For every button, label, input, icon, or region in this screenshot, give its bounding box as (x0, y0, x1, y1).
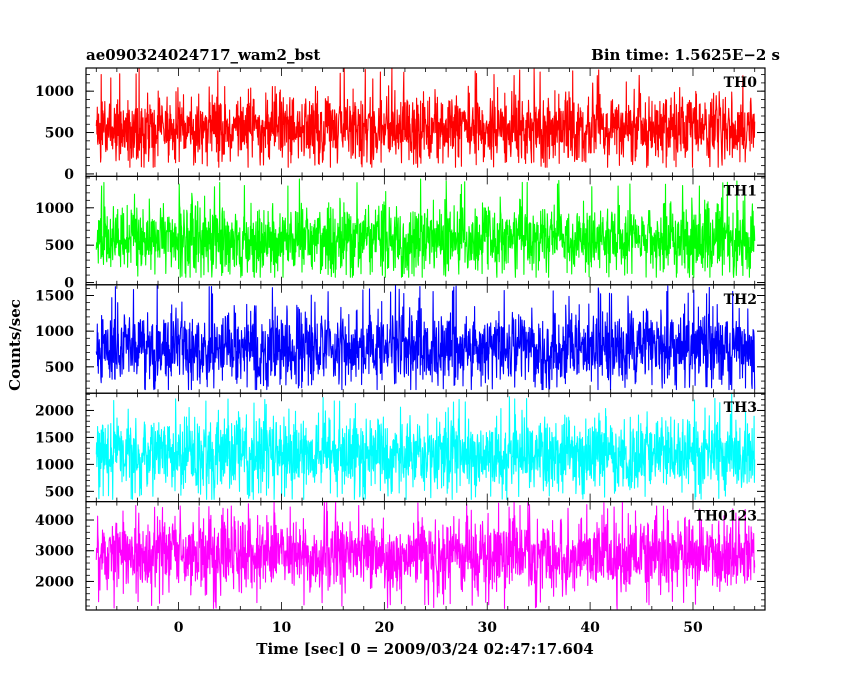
x-tick-label: 10 (272, 620, 292, 636)
y-tick-label: 500 (45, 484, 74, 500)
y-tick-label: 0 (64, 167, 74, 183)
y-tick-label: 4000 (35, 513, 74, 529)
y-tick-label: 0 (64, 276, 74, 292)
panel-th3: 500 1000 1500 2000 TH3 (35, 392, 766, 503)
y-tick-label: 3000 (35, 544, 74, 560)
panel-th1: 0 500 1000 TH1 (35, 175, 766, 292)
chart-title-right: Bin time: 1.5625E−2 s (591, 46, 780, 64)
y-tick-label: 2000 (35, 574, 74, 590)
panel-label: TH0123 (694, 509, 757, 525)
y-axis-label: Counts/sec (6, 299, 24, 391)
y-tick-label: 1000 (35, 324, 74, 340)
y-tick-label: 1000 (35, 201, 74, 217)
y-tick-label: 1000 (35, 84, 74, 100)
panel-th2: 500 1000 1500 TH2 (35, 284, 766, 394)
x-tick-label: 0 (174, 620, 184, 636)
y-tick-label: 1000 (35, 457, 74, 473)
series-line-th0 (95, 67, 756, 168)
series-line-th2 (95, 284, 756, 391)
x-axis-label: Time [sec] 0 = 2009/03/24 02:47:17.604 (256, 640, 593, 658)
panel-label: TH3 (724, 400, 757, 416)
x-tick-label: 50 (683, 620, 703, 636)
series-line-th0123 (95, 501, 756, 610)
y-tick-label: 1500 (35, 430, 74, 446)
x-tick-label: 30 (477, 620, 497, 636)
series-line-th3 (95, 393, 756, 500)
y-tick-label: 2000 (35, 403, 74, 419)
panel-th0: 0 500 1000 TH0 (35, 67, 766, 183)
x-tick-label: 40 (580, 620, 600, 636)
panel-label: TH1 (724, 183, 757, 199)
x-axis: 0 10 20 30 40 50 (174, 620, 703, 636)
chart-title-left: ae090324024717_wam2_bst (86, 46, 320, 64)
y-tick-label: 500 (45, 360, 74, 376)
y-tick-label: 500 (45, 126, 74, 142)
series-line-th1 (95, 178, 756, 278)
panel-label: TH2 (724, 292, 757, 308)
y-tick-label: 1500 (35, 288, 74, 304)
y-tick-label: 500 (45, 238, 74, 254)
panel-th0123: 2000 3000 4000 TH0123 (35, 501, 766, 611)
panel-label: TH0 (724, 75, 758, 91)
panels-group: 0 500 1000 TH0 0 500 1000 TH1 500 1000 1500 TH2 500 1… (35, 67, 766, 611)
x-tick-label: 20 (375, 620, 395, 636)
